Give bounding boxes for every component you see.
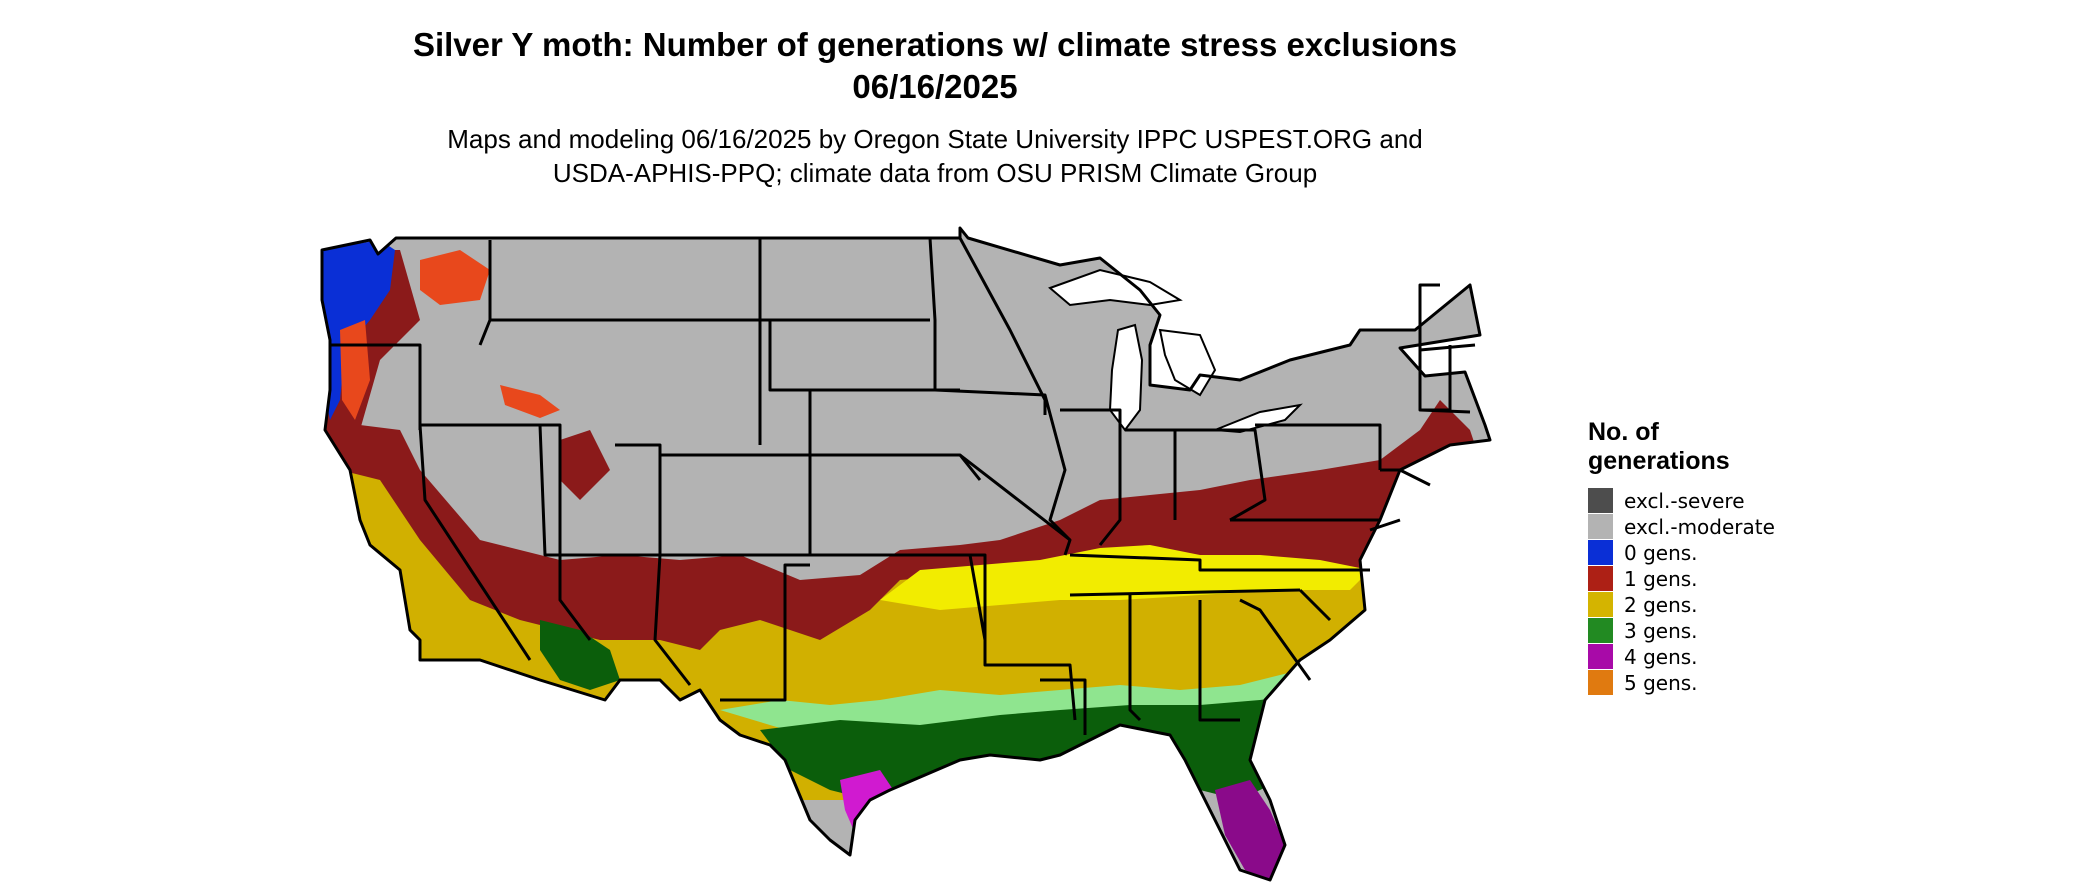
two-gen-bright-region bbox=[880, 545, 1370, 610]
legend-label: 5 gens. bbox=[1624, 670, 1698, 695]
legend-swatch bbox=[1588, 488, 1613, 513]
generations-fill bbox=[322, 228, 1490, 880]
three-gen-region bbox=[760, 695, 1310, 800]
legend-item-2-gens: 2 gens. bbox=[1588, 592, 1698, 617]
legend-swatch bbox=[1588, 514, 1613, 539]
legend-label: excl.-severe bbox=[1624, 488, 1745, 513]
legend-swatch bbox=[1588, 618, 1613, 643]
legend-label: 0 gens. bbox=[1624, 540, 1698, 565]
one-gen-bright-region-wa bbox=[420, 250, 490, 305]
state-boundaries bbox=[320, 226, 1492, 882]
lake-erie bbox=[1214, 403, 1303, 434]
great-lakes bbox=[1048, 268, 1303, 434]
legend-item-excl-moderate: excl.-moderate bbox=[1588, 514, 1775, 539]
lake-huron bbox=[1158, 328, 1217, 397]
one-gen-bright-region-id bbox=[500, 385, 560, 418]
legend-swatch bbox=[1588, 566, 1613, 591]
lake-superior bbox=[1048, 268, 1183, 307]
one-gen-region-utah bbox=[560, 430, 610, 500]
legend-label: 1 gens. bbox=[1624, 566, 1698, 591]
legend-item-4-gens: 4 gens. bbox=[1588, 644, 1698, 669]
legend-item-0-gens: 0 gens. bbox=[1588, 540, 1698, 565]
legend-swatch bbox=[1588, 540, 1613, 565]
legend-item-excl-severe: excl.-severe bbox=[1588, 488, 1745, 513]
legend-swatch bbox=[1588, 670, 1613, 695]
legend-item-5-gens: 5 gens. bbox=[1588, 670, 1698, 695]
legend-swatch bbox=[1588, 592, 1613, 617]
legend-swatch bbox=[1588, 644, 1613, 669]
legend-label: 2 gens. bbox=[1624, 592, 1698, 617]
legend-title-line-1: No. of bbox=[1588, 418, 1659, 446]
legend-item-3-gens: 3 gens. bbox=[1588, 618, 1698, 643]
legend-label: 3 gens. bbox=[1624, 618, 1698, 643]
map-date: 06/16/2025 bbox=[852, 68, 1018, 105]
lake-michigan bbox=[1108, 323, 1144, 432]
three-gen-arizona-region bbox=[540, 620, 620, 690]
map-credit-line-1: Maps and modeling 06/16/2025 by Oregon S… bbox=[447, 124, 1423, 154]
map-credit-line-2: USDA-APHIS-PPQ; climate data from OSU PR… bbox=[552, 158, 1318, 188]
legend-label: excl.-moderate bbox=[1624, 514, 1775, 539]
map-title: Silver Y moth: Number of generations w/ … bbox=[412, 26, 1458, 63]
four-gen-florida-region bbox=[1215, 780, 1285, 880]
legend-item-1-gens: 1 gens. bbox=[1588, 566, 1698, 591]
legend-title-line-2: generations bbox=[1588, 447, 1730, 475]
legend-label: 4 gens. bbox=[1624, 644, 1698, 669]
